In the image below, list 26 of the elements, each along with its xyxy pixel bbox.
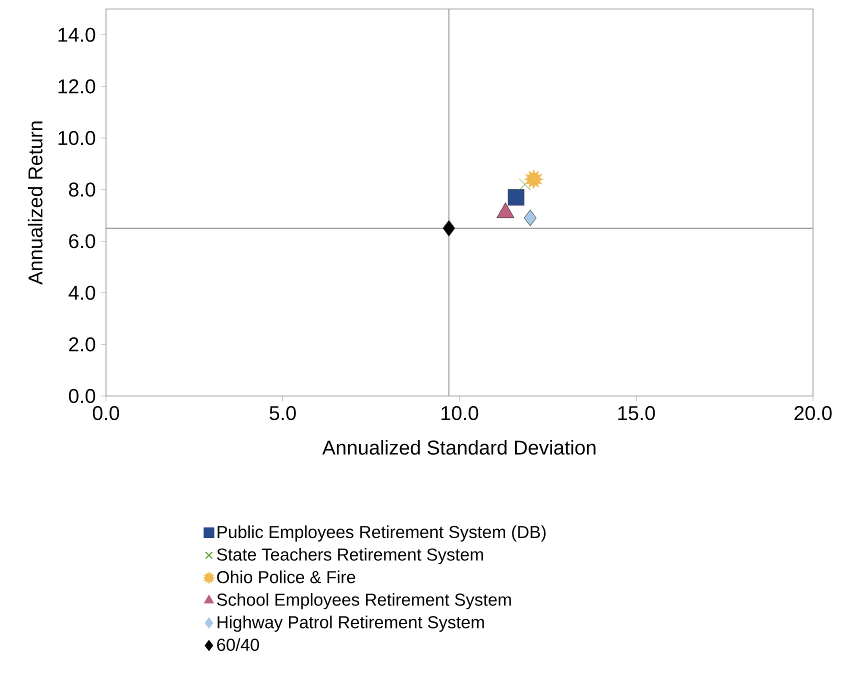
x-tick-label: 15.0 [618, 406, 655, 420]
legend-label: State Teachers Retirement System [217, 548, 483, 564]
x-tick-label: 5.0 [270, 406, 296, 420]
y-tick-label: 14.0 [58, 28, 96, 42]
point [508, 189, 524, 206]
point [442, 220, 456, 237]
legend-label: School Employees Retirement System [217, 593, 511, 610]
x-tick-label: 10.0 [442, 406, 478, 420]
y-tick-label: 8.0 [69, 182, 96, 197]
legend-label: Public Employees Retirement System (DB) [218, 525, 546, 542]
point [524, 210, 536, 226]
y-tick-label: 12.0 [58, 79, 96, 94]
legend-label: Ohio Police & Fire [217, 570, 356, 584]
y-tick-label: 10.0 [58, 130, 96, 146]
y-tick-label: 4.0 [68, 286, 96, 300]
x-tick-label: 20.0 [794, 406, 832, 420]
y-tick-label: 0.0 [68, 388, 96, 404]
x-axis-title: Annualized Standard Deviation [322, 440, 596, 455]
y-tick-label: 2.0 [69, 337, 96, 352]
y-axis-title: Annualized Return [28, 122, 43, 285]
legend-label: 60/40 [217, 638, 259, 651]
y-tick-label: 6.0 [69, 234, 96, 248]
legend-label: Highway Patrol Retirement System [218, 616, 484, 632]
point [524, 170, 544, 189]
x-tick-label: 0.0 [92, 406, 120, 420]
point [518, 178, 531, 190]
